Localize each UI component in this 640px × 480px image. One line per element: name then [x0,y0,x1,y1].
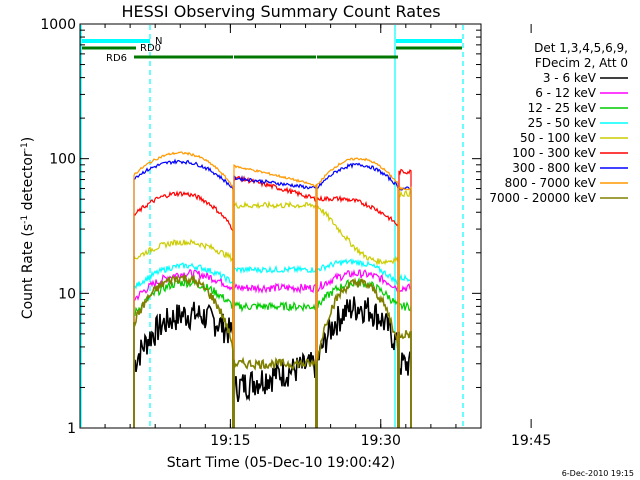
legend-item-label: 300 - 800 keV [512,161,596,175]
series-line [133,151,412,428]
series-lines [133,151,412,428]
legend-header-line-1: Det 1,3,4,5,6,9, [534,41,628,55]
x-tick-label: 19:30 [361,433,401,449]
x-tick-label: 19:15 [210,433,250,449]
footer-date: 6-Dec-2010 19:15 [562,469,634,478]
legend-item-label: 3 - 6 keV [543,71,597,85]
flag-label-rd6: RD6 [106,53,127,64]
x-tick-label: 19:45 [511,433,551,449]
chart-title: HESSI Observing Summary Count Rates [121,2,440,21]
plot-frame [79,23,482,429]
series-line [133,168,412,428]
y-label-end: ) [20,137,36,142]
series-line [133,158,412,428]
y-tick-label: 100 [49,152,76,168]
legend: Det 1,3,4,5,6,9, FDecim 2, Att 0 3 - 6 k… [489,41,628,205]
y-tick-label: 10 [58,286,76,302]
legend-item-label: 6 - 12 keV [535,86,597,100]
legend-header-line-2: FDecim 2, Att 0 [535,56,628,70]
legend-item-label: 25 - 50 keV [528,116,597,130]
legend-item-label: 12 - 25 keV [528,101,597,115]
y-label-mid: detector [20,151,36,215]
legend-item-label: 7000 - 20000 keV [489,191,596,205]
flag-label-rd0: RD0 [140,43,161,54]
plot-area [80,25,464,427]
series-line [133,268,412,428]
series-line [133,273,412,428]
x-axis-label: Start Time (05-Dec-10 19:00:42) [167,455,395,471]
legend-item-label: 50 - 100 keV [520,131,597,145]
y-label-sup-1: -1 [20,215,30,224]
legend-item-label: 100 - 300 keV [512,146,596,160]
series-line [133,188,412,428]
y-tick-label: 1 [67,421,76,437]
y-tick-label: 1000 [40,17,76,33]
y-axis-label: Count Rate (s-1 detector-1) [20,137,36,319]
series-line [133,277,412,428]
flag-label-n: N [155,36,162,47]
y-label-sup-2: -1 [20,142,30,151]
legend-item-label: 800 - 7000 keV [505,176,597,190]
series-line [133,258,412,428]
y-label-main: Count Rate (s [20,224,36,319]
